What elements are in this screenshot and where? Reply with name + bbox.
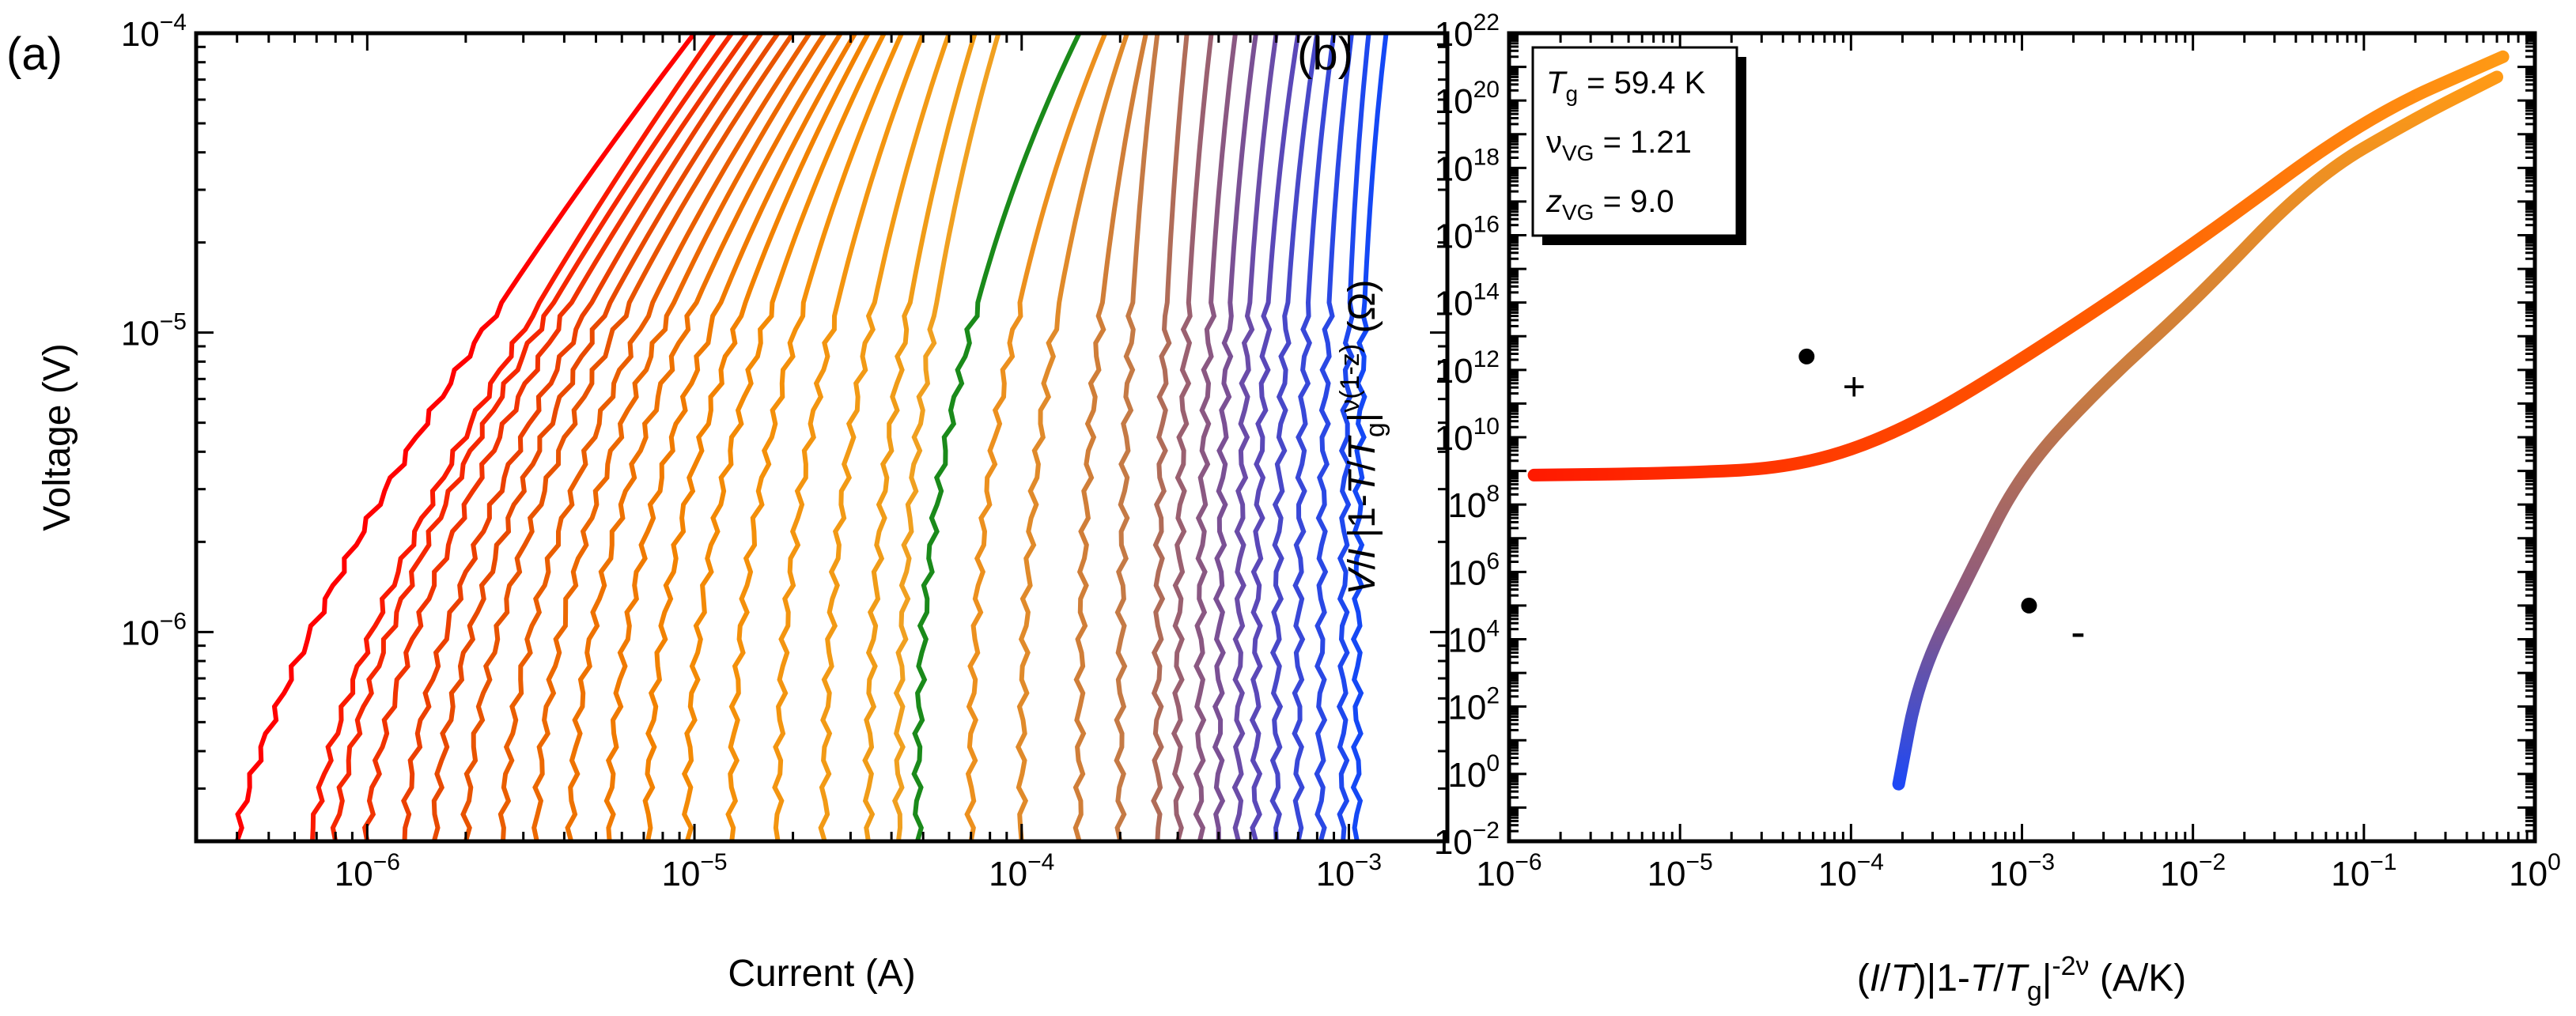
legend: Tg = 59.4 K νVG = 1.21 zVG = 9.0 [1531, 46, 1746, 245]
panel-b-ticks: 10−6 10−5 10−4 10−3 10−2 10−1 100 10−2 100 102 104… [1434, 9, 2561, 893]
iv-curve-4 [361, 33, 750, 841]
iv-curve-11 [603, 33, 857, 841]
iv-curve-18 [892, 33, 1001, 841]
panel-b-y-tick-label: 106 [1447, 548, 1500, 592]
panel-a-ticks: 10−6 10−5 10−4 10−3 10−6 10−5 10−4 [121, 9, 1449, 893]
panel-b-x-tick-label: 10−1 [2331, 849, 2396, 893]
iv-curve-26 [1193, 33, 1238, 841]
iv-curve-30 [1269, 33, 1320, 841]
panel-a-y-label: Voltage (V) [36, 343, 78, 531]
panel-a-x-tick-label: 10−4 [989, 849, 1054, 893]
panel-b-x-tick-label: 10−2 [2160, 849, 2226, 893]
iv-curve-2 [310, 33, 717, 841]
iv-curve-13 [681, 33, 887, 841]
iv-curve-7 [460, 33, 796, 841]
plus-branch-label: + [1843, 364, 1866, 409]
panel-b-label: (b) [1297, 28, 1353, 80]
panel-b-y-tick-label: 1022 [1435, 9, 1500, 54]
iv-curve-8 [497, 33, 812, 841]
panel-a-y-tick-label: 10−4 [121, 9, 187, 54]
iv-curve-19 [911, 33, 1082, 841]
plus-branch-data [1527, 50, 2510, 482]
iv-curve-1 [234, 33, 697, 841]
panel-a-x-tick-label: 10−5 [661, 849, 727, 893]
panel-b: (b) 10−6 10−5 10−4 10−3 10−2 10−1 10010−210010… [1297, 9, 2561, 1007]
minus-branch-data [1892, 70, 2503, 791]
panel-b-x-tick-label: 10−5 [1647, 849, 1713, 893]
iv-curve-29 [1249, 33, 1301, 841]
panel-a: (a) 10−6 10−5 10−4 10−3 10−6 10−5 10−4 Current… [6, 9, 1450, 995]
iv-curve-20 [964, 33, 1108, 841]
iv-curve-31 [1292, 33, 1337, 841]
iv-curve-24 [1151, 33, 1190, 841]
branch-annotations: + - [1799, 348, 2086, 656]
legend-entry-tg: Tg = 59.4 K [1546, 66, 1706, 106]
iv-curve-33 [1336, 33, 1371, 841]
panel-b-data [1527, 50, 2510, 791]
panel-b-y-tick-label: 1010 [1435, 414, 1500, 458]
iv-curve-22 [1072, 33, 1148, 841]
panel-b-y-tick-label: 108 [1447, 481, 1500, 525]
panel-a-label: (a) [6, 28, 62, 80]
legend-box [1531, 46, 1738, 237]
iv-curve-32 [1314, 33, 1354, 841]
panel-b-y-tick-label: 102 [1447, 683, 1500, 727]
minus-branch-marker [2021, 597, 2037, 614]
panel-b-y-tick-label: 10−2 [1434, 818, 1500, 862]
iv-curve-16 [818, 33, 951, 841]
iv-curve-10 [565, 33, 843, 841]
iv-curve-14 [725, 33, 904, 841]
legend-entry-nu: νVG = 1.21 [1546, 125, 1692, 165]
panel-a-x-tick-label: 10−6 [335, 849, 400, 893]
iv-curve-6 [431, 33, 781, 841]
iv-curve-5 [401, 33, 763, 841]
panel-a-x-label: Current (A) [728, 953, 915, 995]
panel-a-y-tick-label: 10−5 [121, 309, 187, 353]
plus-branch-marker [1799, 348, 1815, 364]
iv-curve-23 [1114, 33, 1160, 841]
panel-b-y-tick-label: 104 [1447, 616, 1500, 660]
panel-b-x-label: (I/T)|1-T/Tg|-2ν (A/K) [1857, 951, 2186, 1007]
iv-curve-27 [1212, 33, 1258, 841]
panel-b-x-tick-label: 10−4 [1818, 849, 1884, 893]
iv-curve-3 [330, 33, 734, 841]
panel-b-y-tick-label: 1018 [1435, 144, 1500, 188]
panel-a-curves [234, 33, 1389, 841]
iv-curve-25 [1171, 33, 1214, 841]
panel-b-y-tick-label: 1020 [1435, 77, 1500, 121]
panel-b-y-tick-label: 100 [1447, 750, 1500, 795]
panel-a-y-tick-label: 10−6 [121, 608, 187, 652]
panel-b-x-tick-label: 10−3 [1989, 849, 2055, 893]
panel-b-x-tick-label: 10−6 [1476, 849, 1541, 893]
iv-curve-28 [1231, 33, 1279, 841]
legend-entry-z: zVG = 9.0 [1545, 184, 1674, 225]
panel-b-y-label: V/I |1-T/Tg|ν(1-z) (Ω) [1335, 280, 1390, 595]
iv-curve-34 [1350, 33, 1389, 841]
panel-b-y-tick-label: 1014 [1435, 279, 1500, 323]
panel-b-y-tick-label: 1012 [1435, 346, 1500, 391]
panel-b-y-tick-label: 1016 [1435, 212, 1500, 256]
panel-a-x-tick-label: 10−3 [1316, 849, 1382, 893]
iv-curve-9 [531, 33, 827, 841]
iv-curve-17 [862, 33, 978, 841]
iv-curve-21 [1015, 33, 1129, 841]
panel-a-frame [194, 31, 1450, 844]
iv-curve-12 [642, 33, 871, 841]
panel-b-frame [1507, 31, 2537, 844]
panel-b-x-tick-label: 100 [2509, 849, 2561, 893]
iv-curve-15 [772, 33, 925, 841]
minus-branch-label: - [2071, 606, 2086, 656]
